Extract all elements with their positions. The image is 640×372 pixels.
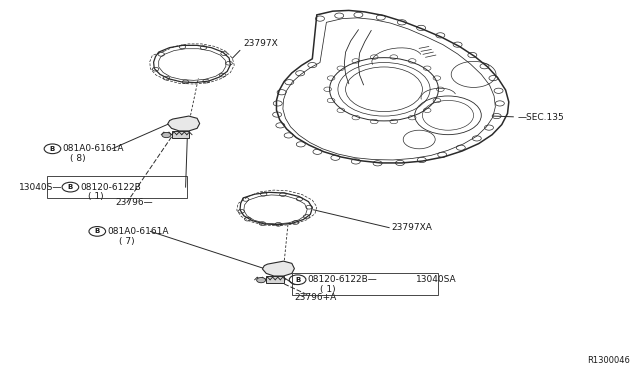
Text: ( 1): ( 1) xyxy=(320,285,335,294)
Text: ( 1): ( 1) xyxy=(88,192,104,201)
Text: 23796—: 23796— xyxy=(115,198,153,207)
Text: 08120-6122B: 08120-6122B xyxy=(81,183,141,192)
Text: 23796+A: 23796+A xyxy=(294,293,337,302)
Text: 13040SA: 13040SA xyxy=(416,275,456,284)
Polygon shape xyxy=(172,131,189,138)
Text: B: B xyxy=(95,228,100,234)
Text: 08120-6122B—: 08120-6122B— xyxy=(308,275,378,284)
Text: R1300046: R1300046 xyxy=(588,356,630,365)
Text: B: B xyxy=(50,146,55,152)
Polygon shape xyxy=(266,276,284,283)
Text: ( 8): ( 8) xyxy=(70,154,86,163)
Circle shape xyxy=(257,278,266,283)
Text: 23797XA: 23797XA xyxy=(392,223,433,232)
Text: 23797X: 23797X xyxy=(243,39,278,48)
Polygon shape xyxy=(262,261,294,276)
Text: ( 7): ( 7) xyxy=(119,237,134,246)
Text: 081A0-6161A: 081A0-6161A xyxy=(63,144,124,153)
Circle shape xyxy=(162,132,171,138)
Text: B: B xyxy=(295,277,300,283)
Text: 13040S—: 13040S— xyxy=(19,183,63,192)
Text: B: B xyxy=(68,184,73,190)
Text: 081A0-6161A: 081A0-6161A xyxy=(108,227,169,236)
Polygon shape xyxy=(168,116,200,131)
Text: —SEC.135: —SEC.135 xyxy=(517,113,564,122)
